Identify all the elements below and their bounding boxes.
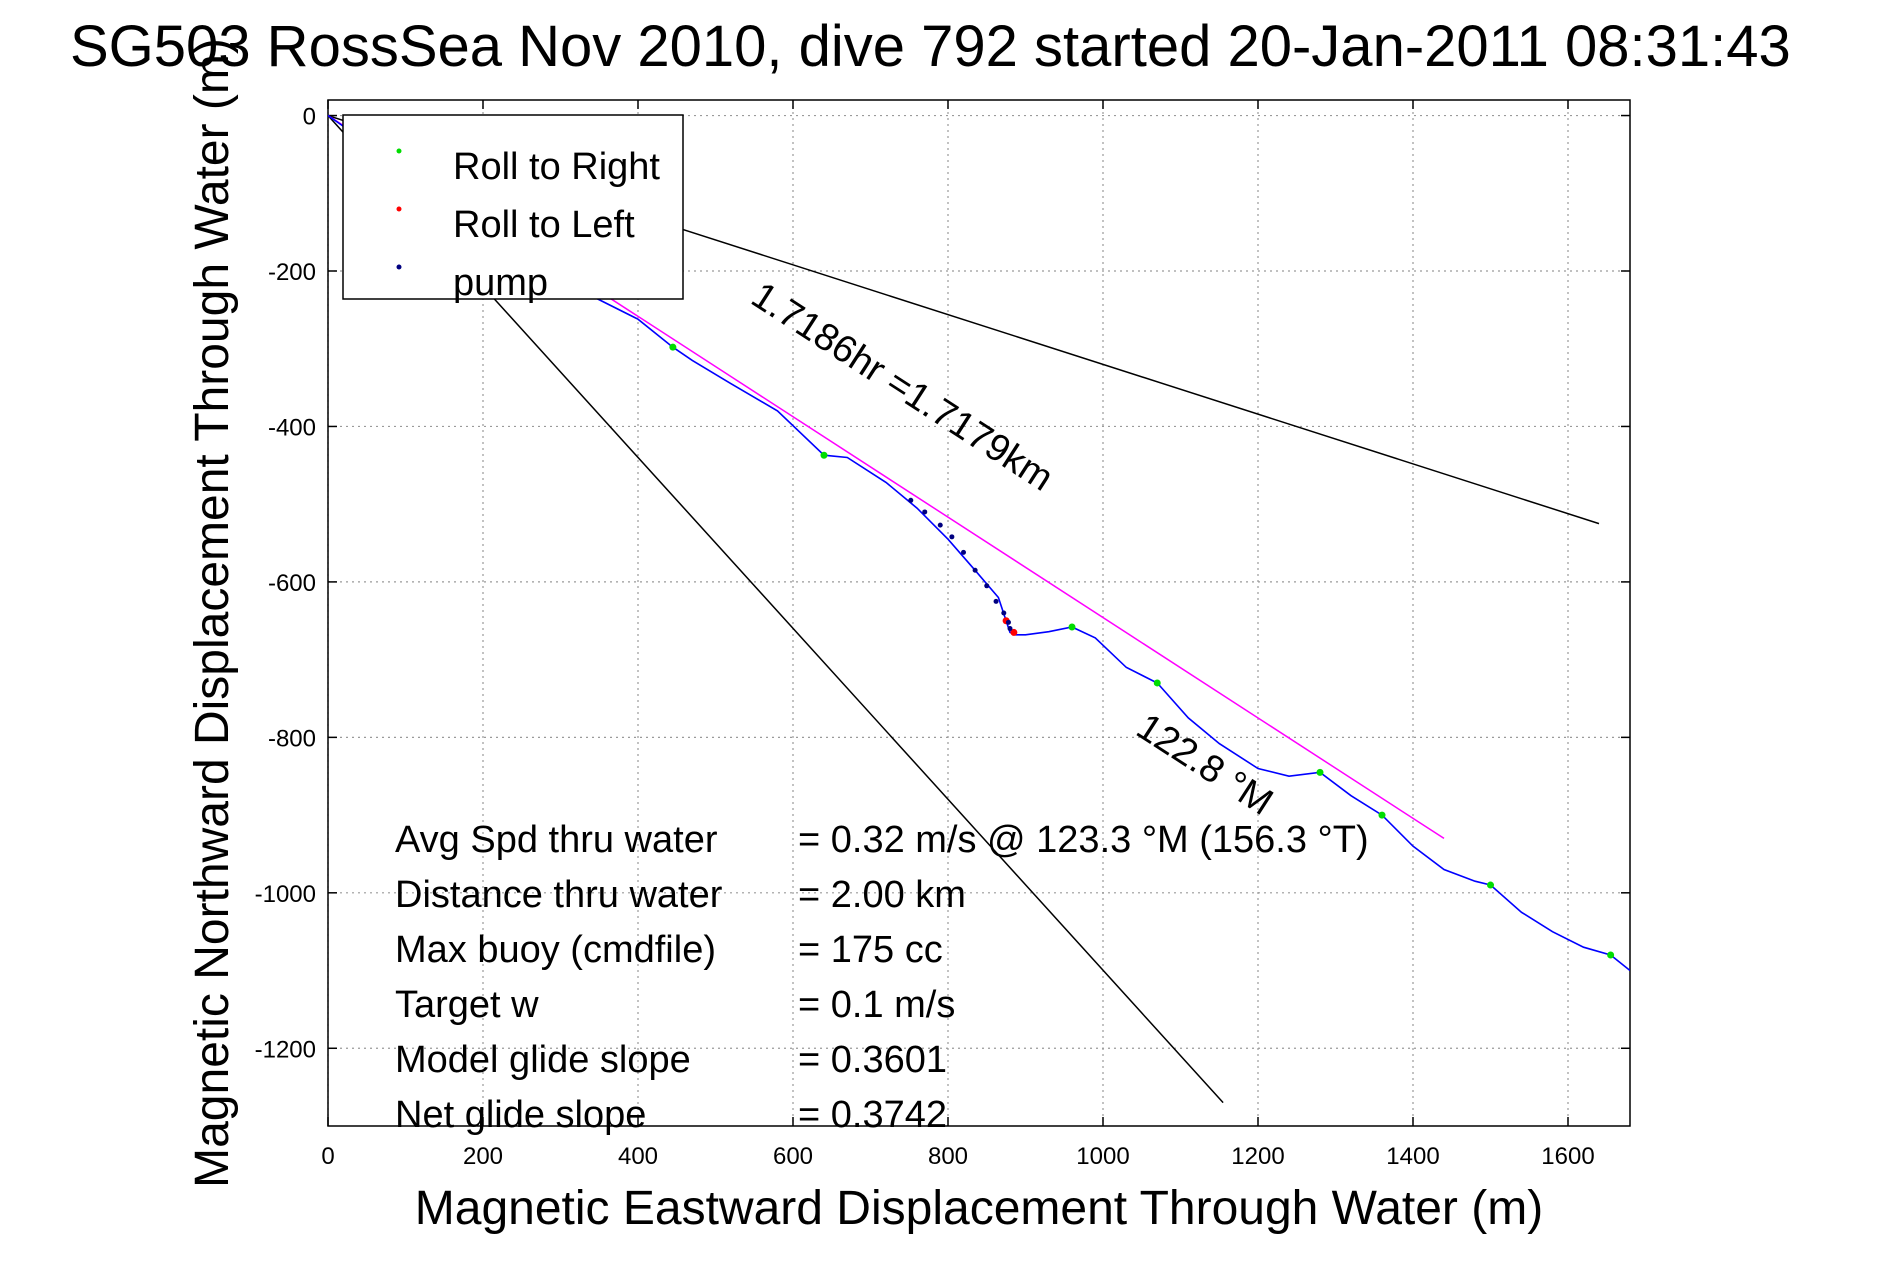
roll-right-marker bbox=[1068, 623, 1076, 631]
roll-right-marker bbox=[1378, 811, 1386, 819]
stat-value: = 0.1 m/s bbox=[798, 984, 955, 1026]
y-tick-label: -1200 bbox=[255, 1036, 316, 1063]
legend-marker bbox=[396, 264, 402, 270]
roll-right-marker bbox=[820, 451, 828, 459]
y-tick-label: -400 bbox=[268, 414, 316, 441]
roll-right-marker bbox=[1153, 679, 1161, 687]
stats-block: Avg Spd thru water = 0.32 m/s @ 123.3 °M … bbox=[395, 819, 1369, 1136]
stat-value: = 0.32 m/s @ 123.3 °M (156.3 °T) bbox=[798, 819, 1369, 861]
pump-marker bbox=[984, 583, 990, 589]
pump-marker bbox=[949, 534, 955, 540]
legend: Roll to Right Roll to Left pump bbox=[342, 114, 684, 304]
x-tick-label: 1000 bbox=[1076, 1143, 1129, 1170]
roll-right-marker bbox=[669, 343, 677, 351]
stat-label: Net glide slope bbox=[395, 1094, 646, 1136]
roll-left-marker bbox=[1010, 628, 1018, 636]
x-tick-label: 1400 bbox=[1386, 1143, 1439, 1170]
x-tick-label: 0 bbox=[321, 1143, 334, 1170]
stat-value: = 175 cc bbox=[798, 929, 943, 971]
x-tick-label: 1600 bbox=[1541, 1143, 1594, 1170]
legend-label: Roll to Left bbox=[453, 204, 635, 246]
y-tick-label: -600 bbox=[268, 570, 316, 597]
chart-title: SG503 RossSea Nov 2010, dive 792 started… bbox=[70, 14, 1791, 79]
y-tick-label: -200 bbox=[268, 259, 316, 286]
roll-right-marker bbox=[1487, 881, 1494, 889]
pump-marker bbox=[972, 567, 978, 573]
pump-marker bbox=[1001, 610, 1007, 616]
y-tick-label: 0 bbox=[303, 104, 316, 131]
pump-marker bbox=[908, 497, 914, 503]
stat-value: = 0.3601 bbox=[798, 1039, 947, 1081]
legend-marker bbox=[396, 206, 402, 212]
legend-marker bbox=[396, 148, 402, 154]
x-tick-label: 200 bbox=[463, 1143, 503, 1170]
pump-marker bbox=[961, 549, 966, 555]
x-tick-label: 1200 bbox=[1231, 1143, 1284, 1170]
plot-frame bbox=[327, 99, 1631, 1127]
stat-label: Target w bbox=[395, 984, 539, 1026]
stat-value: = 0.3742 bbox=[798, 1094, 947, 1136]
pump-marker bbox=[993, 598, 999, 604]
legend-label: Roll to Right bbox=[453, 146, 660, 188]
x-tick-label: 400 bbox=[618, 1143, 658, 1170]
stat-label: Max buoy (cmdfile) bbox=[395, 929, 716, 971]
pump-marker bbox=[1005, 619, 1011, 625]
pump-marker bbox=[1007, 626, 1013, 632]
stat-label: Avg Spd thru water bbox=[395, 819, 718, 861]
y-axis-label: Magnetic Northward Displacement Through … bbox=[186, 38, 239, 1188]
stat-label: Model glide slope bbox=[395, 1039, 691, 1081]
pump-marker bbox=[922, 509, 928, 515]
axes: 0 200 400 600 800 1000 1200 1400 1600 0 -200 -400 -6… bbox=[255, 99, 1631, 1170]
y-tick-label: -1000 bbox=[255, 881, 316, 908]
roll-right-marker bbox=[1607, 951, 1615, 959]
x-tick-label: 600 bbox=[773, 1143, 813, 1170]
stat-label: Distance thru water bbox=[395, 874, 723, 916]
pump-marker bbox=[937, 522, 943, 528]
roll-right-marker bbox=[1316, 768, 1324, 776]
x-axis-label: Magnetic Eastward Displacement Through W… bbox=[415, 1182, 1543, 1235]
legend-label: pump bbox=[453, 262, 548, 304]
y-tick-label: -800 bbox=[268, 725, 316, 752]
stat-value: = 2.00 km bbox=[798, 874, 966, 916]
x-tick-label: 800 bbox=[928, 1143, 968, 1170]
